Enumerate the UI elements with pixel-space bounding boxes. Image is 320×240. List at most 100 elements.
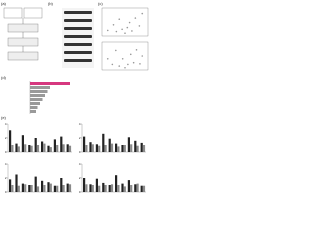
panel-label: (e) [1, 115, 7, 120]
bar [104, 145, 107, 152]
y-tick-label: 2 [79, 136, 81, 140]
bar [95, 144, 98, 152]
bar [9, 130, 12, 152]
band [64, 11, 92, 14]
bar [91, 144, 94, 152]
bar [68, 145, 72, 152]
bar [30, 90, 48, 93]
bar [30, 106, 38, 109]
box [23, 7, 43, 19]
bar [17, 146, 20, 152]
bar [123, 186, 126, 192]
point [124, 32, 126, 34]
bar [83, 136, 86, 152]
point [134, 17, 137, 19]
bar [102, 133, 105, 152]
bar [130, 185, 133, 192]
bar [121, 145, 124, 152]
point [126, 26, 129, 29]
bar [98, 145, 101, 152]
bar [89, 142, 92, 152]
y-tick-label: 4 [79, 122, 81, 126]
point [115, 30, 118, 33]
point [121, 58, 124, 60]
point [111, 63, 114, 66]
point [106, 29, 109, 32]
band [64, 43, 92, 46]
bar [11, 145, 14, 152]
bar [142, 185, 146, 192]
bar [115, 175, 118, 192]
bar [21, 183, 24, 192]
box [7, 37, 39, 47]
schematic [3, 7, 43, 61]
bar [24, 144, 27, 152]
bar [49, 183, 52, 192]
bar [53, 139, 56, 152]
bar [9, 179, 12, 192]
y-tick-label: 4 [5, 162, 7, 166]
box [7, 51, 39, 61]
y-tick-label: 0 [79, 150, 81, 154]
y-tick-label: 0 [79, 190, 81, 194]
point [139, 63, 141, 65]
y-tick-label: 0 [5, 190, 7, 194]
bar [127, 180, 130, 192]
bar [85, 145, 88, 152]
bar [89, 184, 92, 192]
bar [123, 145, 126, 152]
bar [142, 145, 146, 152]
band [64, 51, 92, 54]
point [129, 53, 132, 56]
bar [140, 142, 143, 152]
y-tick-label: 2 [5, 136, 7, 140]
bar [30, 86, 50, 89]
bar [102, 182, 105, 192]
band [64, 27, 92, 30]
y-tick-label: 2 [5, 176, 7, 180]
panel-label: (c) [98, 1, 103, 6]
bar [115, 143, 118, 152]
plot-frame [101, 41, 149, 71]
bar [66, 183, 69, 192]
bar [130, 144, 133, 152]
bar [110, 184, 114, 192]
bar [15, 174, 18, 192]
point [132, 61, 135, 64]
point [106, 58, 109, 60]
point [112, 24, 115, 26]
y-tick-label: 0 [5, 150, 7, 154]
panel-label: (d) [1, 75, 7, 80]
box [3, 7, 23, 19]
bar [30, 98, 43, 101]
bar [41, 180, 44, 192]
bar [62, 144, 65, 152]
panel-label: (a) [1, 1, 7, 6]
bar [36, 186, 40, 192]
bar [56, 145, 59, 152]
bar [30, 185, 33, 192]
bar [41, 141, 44, 152]
plot-frame [101, 7, 149, 37]
bar [98, 185, 101, 192]
bar [104, 185, 107, 192]
bar [127, 137, 130, 152]
bar [136, 145, 139, 152]
bar [66, 144, 69, 152]
bar [34, 176, 37, 192]
point [118, 65, 121, 67]
box [7, 23, 39, 33]
bar [28, 145, 31, 152]
band [64, 35, 92, 38]
bar [85, 184, 88, 192]
bar [121, 183, 124, 192]
bar [134, 184, 137, 192]
bar [30, 145, 33, 152]
bar [140, 185, 143, 192]
point [115, 49, 117, 52]
bar [24, 184, 27, 192]
western-blot [62, 8, 94, 68]
bar [30, 82, 70, 85]
point [127, 63, 129, 66]
y-tick-label: 2 [79, 176, 81, 180]
